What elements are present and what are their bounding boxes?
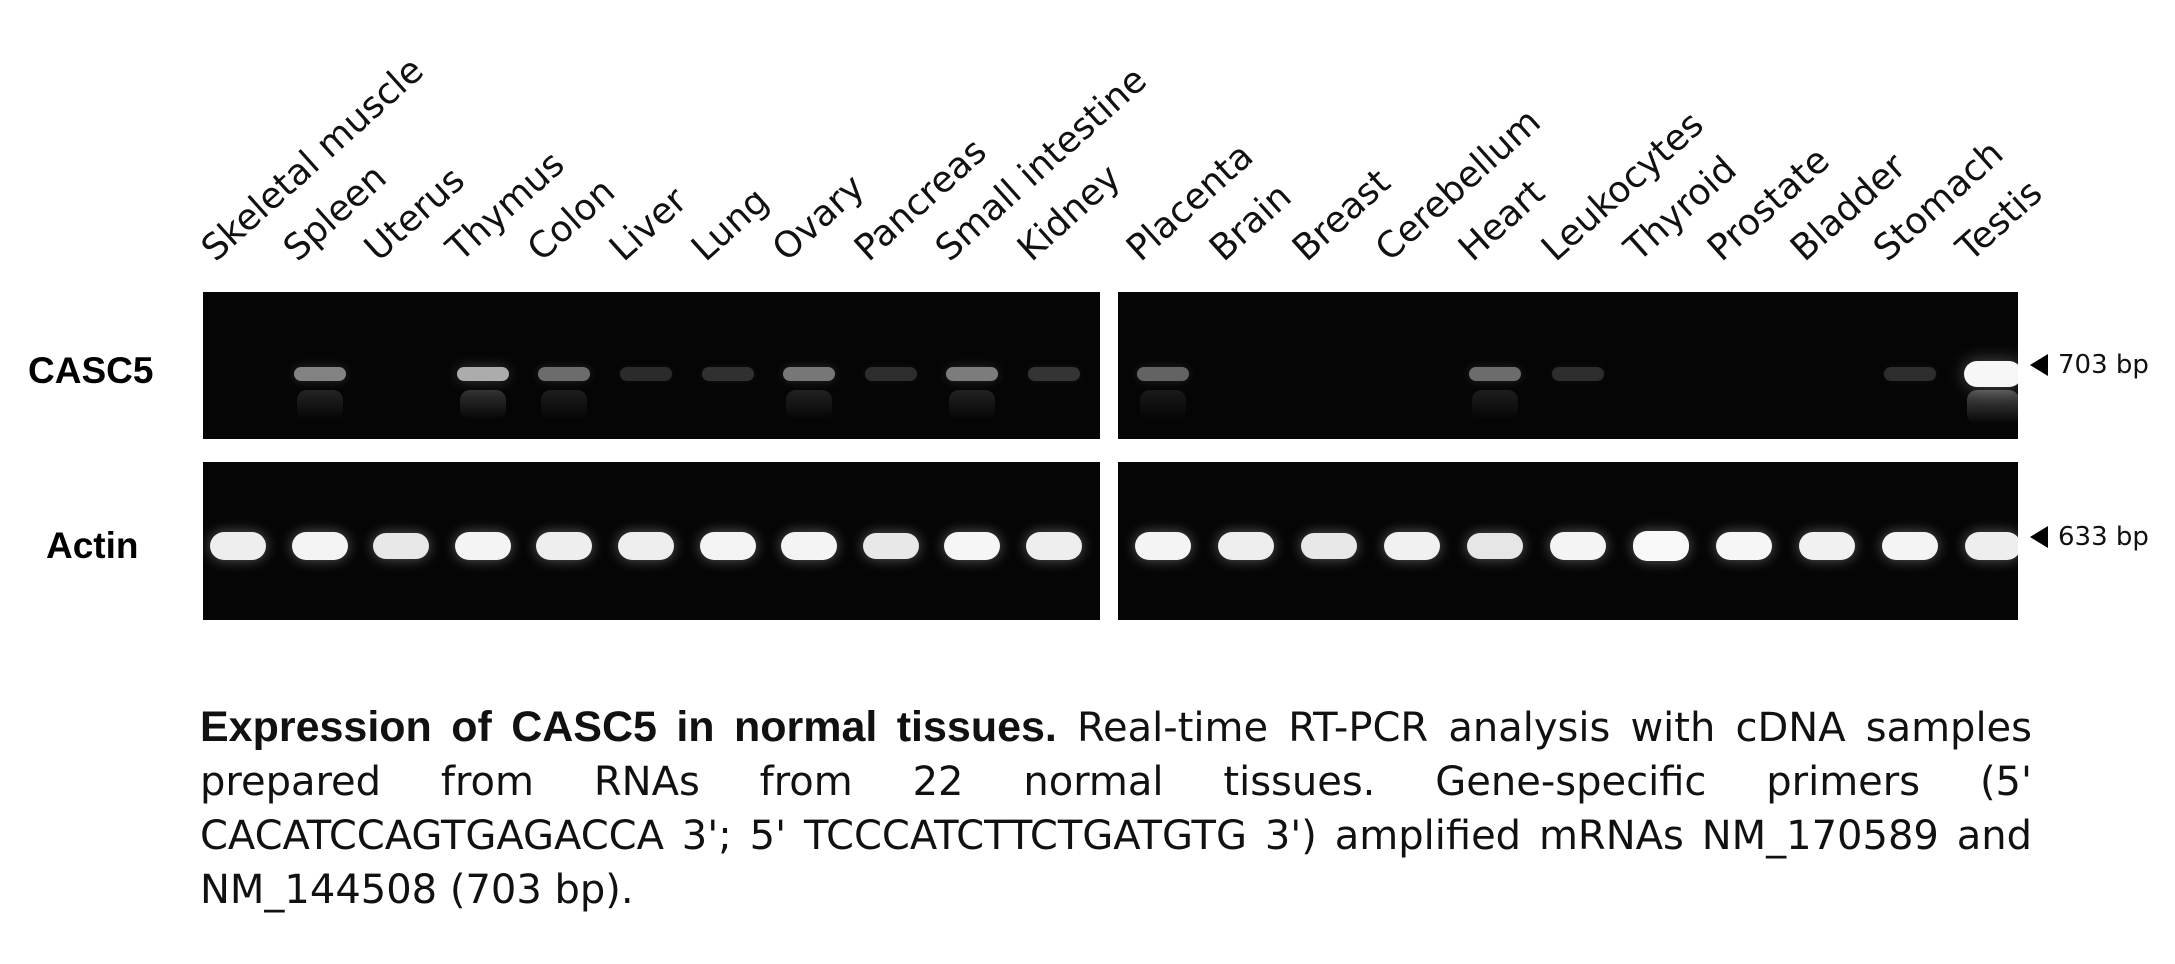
actin-band: [1467, 532, 1523, 560]
casc5-smear: [296, 390, 343, 420]
casc5-band: [293, 367, 346, 381]
casc5-gel-left: [203, 292, 1100, 439]
casc5-band: [1469, 367, 1521, 381]
actin-band: [781, 531, 838, 561]
actin-row-label: Actin: [46, 525, 139, 566]
caption-title: Expression of CASC5 in normal tissues.: [200, 703, 1057, 751]
actin-band: [1135, 531, 1191, 561]
casc5-smear: [786, 390, 833, 420]
actin-band: [210, 532, 266, 560]
actin-band: [618, 532, 674, 560]
actin-band: [1716, 531, 1772, 561]
actin-band: [1301, 532, 1357, 560]
casc5-size-marker: 703 bp: [2030, 350, 2149, 380]
figure-caption: Expression of CASC5 in normal tissues. R…: [200, 700, 2032, 917]
left-arrow-icon: [2030, 354, 2048, 376]
casc5-band: [1137, 367, 1189, 381]
casc5-row-label: CASC5: [28, 350, 154, 391]
actin-band: [699, 531, 756, 561]
left-arrow-icon: [2030, 526, 2048, 548]
casc5-band: [1884, 367, 1936, 381]
casc5-band: [1028, 367, 1080, 381]
actin-band: [862, 532, 919, 560]
actin-marker-label: 633 bp: [2058, 522, 2149, 552]
casc5-band: [456, 367, 509, 381]
actin-band: [1882, 531, 1938, 561]
actin-band: [1799, 531, 1855, 561]
caption-body: Real-time RT-PCR analysis with cDNA samp…: [200, 705, 2033, 913]
actin-band: [536, 532, 593, 560]
casc5-smear: [1472, 390, 1518, 420]
actin-band: [1633, 531, 1689, 561]
casc5-band: [783, 367, 836, 381]
actin-size-marker: 633 bp: [2030, 522, 2149, 552]
actin-band: [373, 532, 430, 560]
casc5-gel-right: [1118, 292, 2018, 439]
casc5-band: [538, 367, 591, 381]
actin-band: [1026, 532, 1082, 560]
casc5-smear: [949, 390, 996, 420]
casc5-marker-label: 703 bp: [2058, 350, 2149, 380]
actin-band: [1965, 532, 2021, 560]
actin-band: [291, 531, 348, 561]
actin-band: [1218, 532, 1274, 560]
casc5-band: [701, 367, 754, 381]
lane-label: Ovary: [765, 166, 873, 270]
lane-label: Lung: [683, 180, 777, 270]
casc5-smear: [1140, 390, 1186, 420]
casc5-band: [864, 367, 917, 381]
casc5-band: [620, 367, 672, 381]
casc5-smear: [1967, 390, 2019, 424]
actin-band: [454, 531, 511, 561]
casc5-smear: [459, 390, 506, 420]
actin-band: [1384, 531, 1440, 561]
actin-band: [944, 531, 1001, 561]
casc5-smear: [541, 390, 588, 420]
casc5-band: [1964, 361, 2022, 387]
actin-band: [1550, 531, 1606, 561]
casc5-band: [946, 367, 999, 381]
casc5-band: [1552, 367, 1604, 381]
